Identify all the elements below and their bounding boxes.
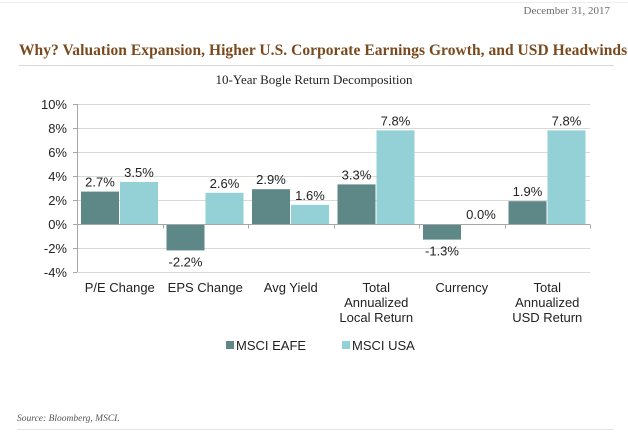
category-label-line: USD Return: [512, 310, 582, 325]
x-axis: [77, 224, 591, 229]
data-label: 7.8%: [381, 113, 411, 128]
data-label: 2.7%: [85, 175, 115, 190]
data-label: -1.3%: [425, 244, 459, 259]
category-label-line: P/E Change: [85, 280, 155, 295]
data-label: 0.0%: [466, 207, 496, 222]
report-date: December 31, 2017: [523, 5, 610, 17]
y-tick-label: 6%: [48, 145, 67, 160]
y-tick-label: 4%: [48, 169, 67, 184]
bar-msci-eafe: [252, 189, 290, 224]
category-labels: P/E Change EPS Change Avg Yield Total Annual…: [85, 280, 583, 325]
y-tick-label: 0%: [48, 217, 67, 232]
source-note: Source: Bloomberg, MSCI.: [17, 414, 120, 424]
legend-swatch-msci-usa: [342, 341, 350, 349]
data-label: 2.6%: [210, 176, 240, 191]
category-label-line: Total: [534, 280, 562, 295]
bar-msci-eafe: [337, 184, 376, 224]
data-label: 7.8%: [552, 113, 582, 128]
title-divider: [19, 65, 614, 66]
category-label-line: Avg Yield: [264, 280, 318, 295]
bar-msci-usa: [120, 182, 158, 224]
category-label: EPS Change: [168, 280, 243, 295]
y-tick-label: 10%: [41, 97, 67, 112]
data-label: 1.9%: [513, 184, 543, 199]
bar-msci-eafe: [423, 224, 461, 240]
bar-msci-eafe: [81, 191, 119, 224]
category-label-line: EPS Change: [168, 280, 243, 295]
category-label-line: Local Return: [339, 310, 413, 325]
category-label: Avg Yield: [264, 280, 318, 295]
slide-title: Why? Valuation Expansion, Higher U.S. Co…: [19, 42, 628, 59]
category-label-line: Total: [363, 280, 391, 295]
data-label: 3.5%: [124, 165, 154, 180]
legend-label-msci-eafe: MSCI EAFE: [236, 338, 306, 353]
category-label-line: Currency: [435, 280, 488, 295]
chart-title: 10-Year Bogle Return Decomposition: [215, 72, 413, 87]
category-label: P/E Change: [85, 280, 155, 295]
bar-msci-eafe: [166, 224, 205, 251]
data-label: 2.9%: [256, 172, 286, 187]
y-tick-label: -2%: [44, 241, 68, 256]
footer-divider: [17, 429, 614, 430]
category-label: Currency: [435, 280, 488, 295]
category-label-line: Annualized: [344, 295, 408, 310]
category-label-line: Annualized: [515, 295, 579, 310]
legend: MSCI EAFE MSCI USA: [226, 338, 415, 353]
y-tick-label: 2%: [48, 193, 67, 208]
data-label: 3.3%: [342, 167, 372, 182]
bar-msci-usa: [376, 130, 415, 224]
legend-swatch-msci-eafe: [226, 341, 234, 349]
bars: [81, 130, 586, 251]
top-rule: [0, 2, 628, 3]
category-label: Total Annualized USD Return: [512, 280, 582, 325]
bar-msci-usa: [547, 130, 586, 224]
legend-label-msci-usa: MSCI USA: [352, 338, 415, 353]
data-label: 1.6%: [295, 188, 325, 203]
y-tick-label: -4%: [44, 265, 68, 280]
y-tick-label: 8%: [48, 121, 67, 136]
bar-msci-usa: [291, 204, 329, 224]
y-axis: 10% 8% 6% 4% 2% 0% -2% -4%: [41, 97, 78, 280]
bar-msci-eafe: [508, 201, 547, 224]
data-label: -2.2%: [169, 254, 203, 269]
gridlines: [77, 104, 590, 273]
data-labels: 2.7% -2.2% 2.9% 3.3% -1.3% 1.9% 3.5% 2.6% 1.6% 7.…: [85, 113, 582, 269]
category-label: Total Annualized Local Return: [339, 280, 413, 325]
bar-msci-usa: [205, 192, 244, 224]
